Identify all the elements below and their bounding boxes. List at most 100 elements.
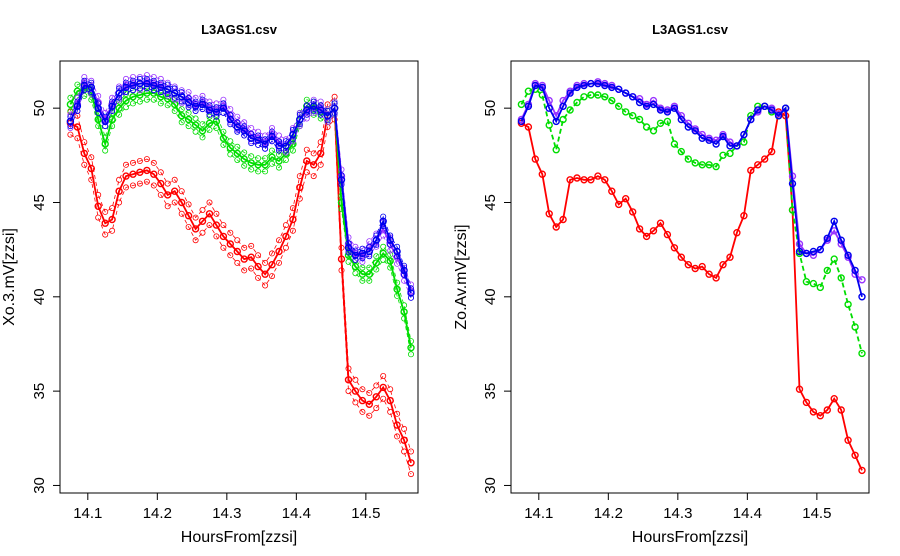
left-series-0-band-point [359, 408, 366, 415]
right-series-1-point [545, 121, 553, 129]
left-series-0-band-point [255, 252, 262, 259]
left-series-3-point [351, 251, 360, 260]
left-series-0-point [275, 247, 283, 256]
right-series-0-point [677, 253, 685, 261]
right-series-3-point [781, 104, 790, 112]
left-series-3-point [163, 85, 172, 94]
right-series-3-point [684, 123, 692, 131]
left-series-1-band-point [150, 96, 157, 103]
left-series-0-point [386, 396, 394, 405]
right-series-1-point [663, 117, 672, 126]
left-series-0-point [101, 219, 109, 227]
left-series-0-band-point [352, 399, 359, 406]
left-series-0-band-point [157, 169, 164, 176]
right-series-3-point [768, 106, 776, 114]
left-series-0-point [170, 187, 179, 195]
left-series-0-band-point [185, 223, 192, 230]
left-series-0-point [177, 198, 186, 207]
left-series-0-point [344, 376, 353, 384]
left-series-0-band-point [81, 161, 88, 168]
right-series-0-point [649, 227, 658, 235]
left-series-0-point [296, 183, 304, 192]
left-series-3-band-point [178, 98, 185, 105]
left-series-0-point [240, 255, 248, 263]
right-series-1-point [622, 108, 630, 116]
right-series-0-point [809, 408, 818, 416]
left-series-1-band-point [380, 256, 387, 263]
right-series-1-point [740, 138, 748, 146]
left-series-1-band-point [282, 156, 289, 163]
right-y-axis-label: Zo.Av.mV[zzsi] [453, 224, 470, 329]
right-series-3-point [823, 234, 831, 243]
left-series-3-band-point [262, 145, 269, 152]
left-series-1-band-point [352, 270, 359, 277]
left-series-1-band-point [255, 168, 262, 175]
left-series-1-point [73, 87, 82, 95]
left-series-3-band-point [282, 147, 289, 154]
right-series-0-point [719, 261, 727, 269]
left-series-2-band-point [310, 109, 317, 116]
left-series-3-point [205, 106, 214, 114]
right-series-1-point [712, 162, 720, 171]
left-series-3-band-point [241, 132, 248, 139]
left-series-0-band-point [401, 448, 408, 455]
left-series-3-point [73, 102, 82, 111]
left-series-1-band-point [262, 155, 269, 162]
left-series-0-point [122, 172, 130, 180]
left-series-1-band-point [199, 121, 206, 128]
left-series-3-point [191, 102, 200, 111]
left-series-2-band-point [220, 96, 227, 103]
left-series-3-point [101, 117, 109, 126]
left-series-0-band-point [150, 182, 157, 189]
left-series-2-band-point [317, 98, 324, 105]
left-x-tick-label: 14.3 [212, 505, 241, 522]
left-series-3-point [379, 217, 387, 226]
right-series-3-point [761, 102, 769, 111]
left-series-1-band-point [129, 100, 136, 107]
left-series-2-band-point [129, 74, 136, 81]
right-series-3-point [545, 104, 553, 112]
left-series-0-band-point [157, 191, 164, 198]
right-series-0-point [559, 215, 567, 224]
right-series-0-point [656, 219, 665, 227]
left-series-3-band-point [178, 89, 185, 96]
left-series-0-point [365, 400, 373, 408]
right-series-1-point [524, 87, 533, 95]
left-series-0-band-point [401, 425, 408, 432]
left-series-0-point [282, 232, 290, 241]
left-series-2-band-point [262, 132, 269, 139]
right-series-3-point [844, 251, 852, 260]
right-series-3-point [670, 104, 679, 112]
left-series-2-band-point [373, 243, 380, 250]
left-series-0-band-point [289, 227, 296, 234]
left-series-0-point [261, 270, 269, 278]
left-series-0-band-point [102, 208, 109, 215]
left-series-3-point [233, 123, 242, 131]
right-series-3-point [573, 83, 581, 92]
left-series-0-band-point [268, 250, 275, 257]
right-series-3-point [622, 89, 630, 97]
left-series-3-band-point [164, 81, 171, 88]
left-series-3-band-point [171, 85, 178, 92]
right-series-3-point [774, 111, 783, 120]
left-series-0-band-point [275, 237, 282, 244]
left-series-3-point [400, 266, 408, 275]
right-series-0-point [629, 208, 637, 216]
left-series-3-band-point [123, 89, 130, 96]
right-series-3-point [649, 100, 658, 109]
right-series-1-point [858, 349, 866, 358]
left-series-3-point [108, 102, 116, 111]
right-series-3-point [733, 142, 741, 150]
left-series-1-point [372, 259, 380, 267]
left-series-0-band-point [380, 395, 387, 402]
left-series-3-band-point [366, 253, 373, 260]
left-series-1-point [393, 285, 401, 293]
left-series-2-band-point [206, 98, 213, 105]
right-series-0-point [531, 155, 539, 163]
left-series-1-band-point [192, 115, 199, 122]
left-series-1-point [268, 153, 276, 161]
right-series-0-point [830, 395, 838, 403]
left-series-1-point [143, 89, 151, 97]
right-series-0-point [705, 270, 713, 278]
left-series-0-band-point [206, 199, 213, 206]
